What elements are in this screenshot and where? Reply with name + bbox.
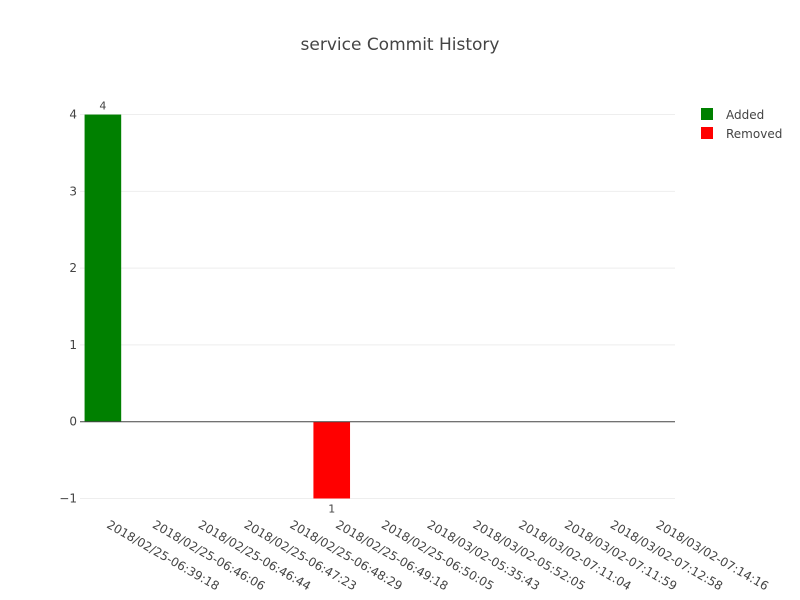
legend[interactable]: Added Removed [701,108,782,141]
bars [84,114,351,499]
y-tick-label: −1 [59,491,77,505]
grid-lines [80,114,675,499]
chart-title: service Commit History [301,35,500,55]
data-label: 1 [328,502,335,515]
legend-swatch-removed [701,127,713,139]
y-tick-label: 4 [69,108,77,122]
data-labels: 41 [99,100,335,516]
legend-label-removed: Removed [726,127,782,141]
y-axis-ticks: −1 0 1 2 3 4 [59,108,77,506]
legend-item-added[interactable]: Added [701,108,764,122]
bar-added[interactable] [84,114,122,422]
legend-item-removed[interactable]: Removed [701,127,782,141]
y-tick-label: 2 [69,261,77,275]
y-tick-label: 0 [69,415,77,429]
y-tick-label: 1 [69,338,77,352]
legend-swatch-added [701,108,713,120]
x-axis-ticks: 2018/02/25-06:39:182018/02/25-06:46:0620… [104,517,771,593]
y-tick-label: 3 [69,184,77,198]
data-label: 4 [99,100,106,113]
legend-label-added: Added [726,108,764,122]
bar-removed[interactable] [313,421,351,499]
